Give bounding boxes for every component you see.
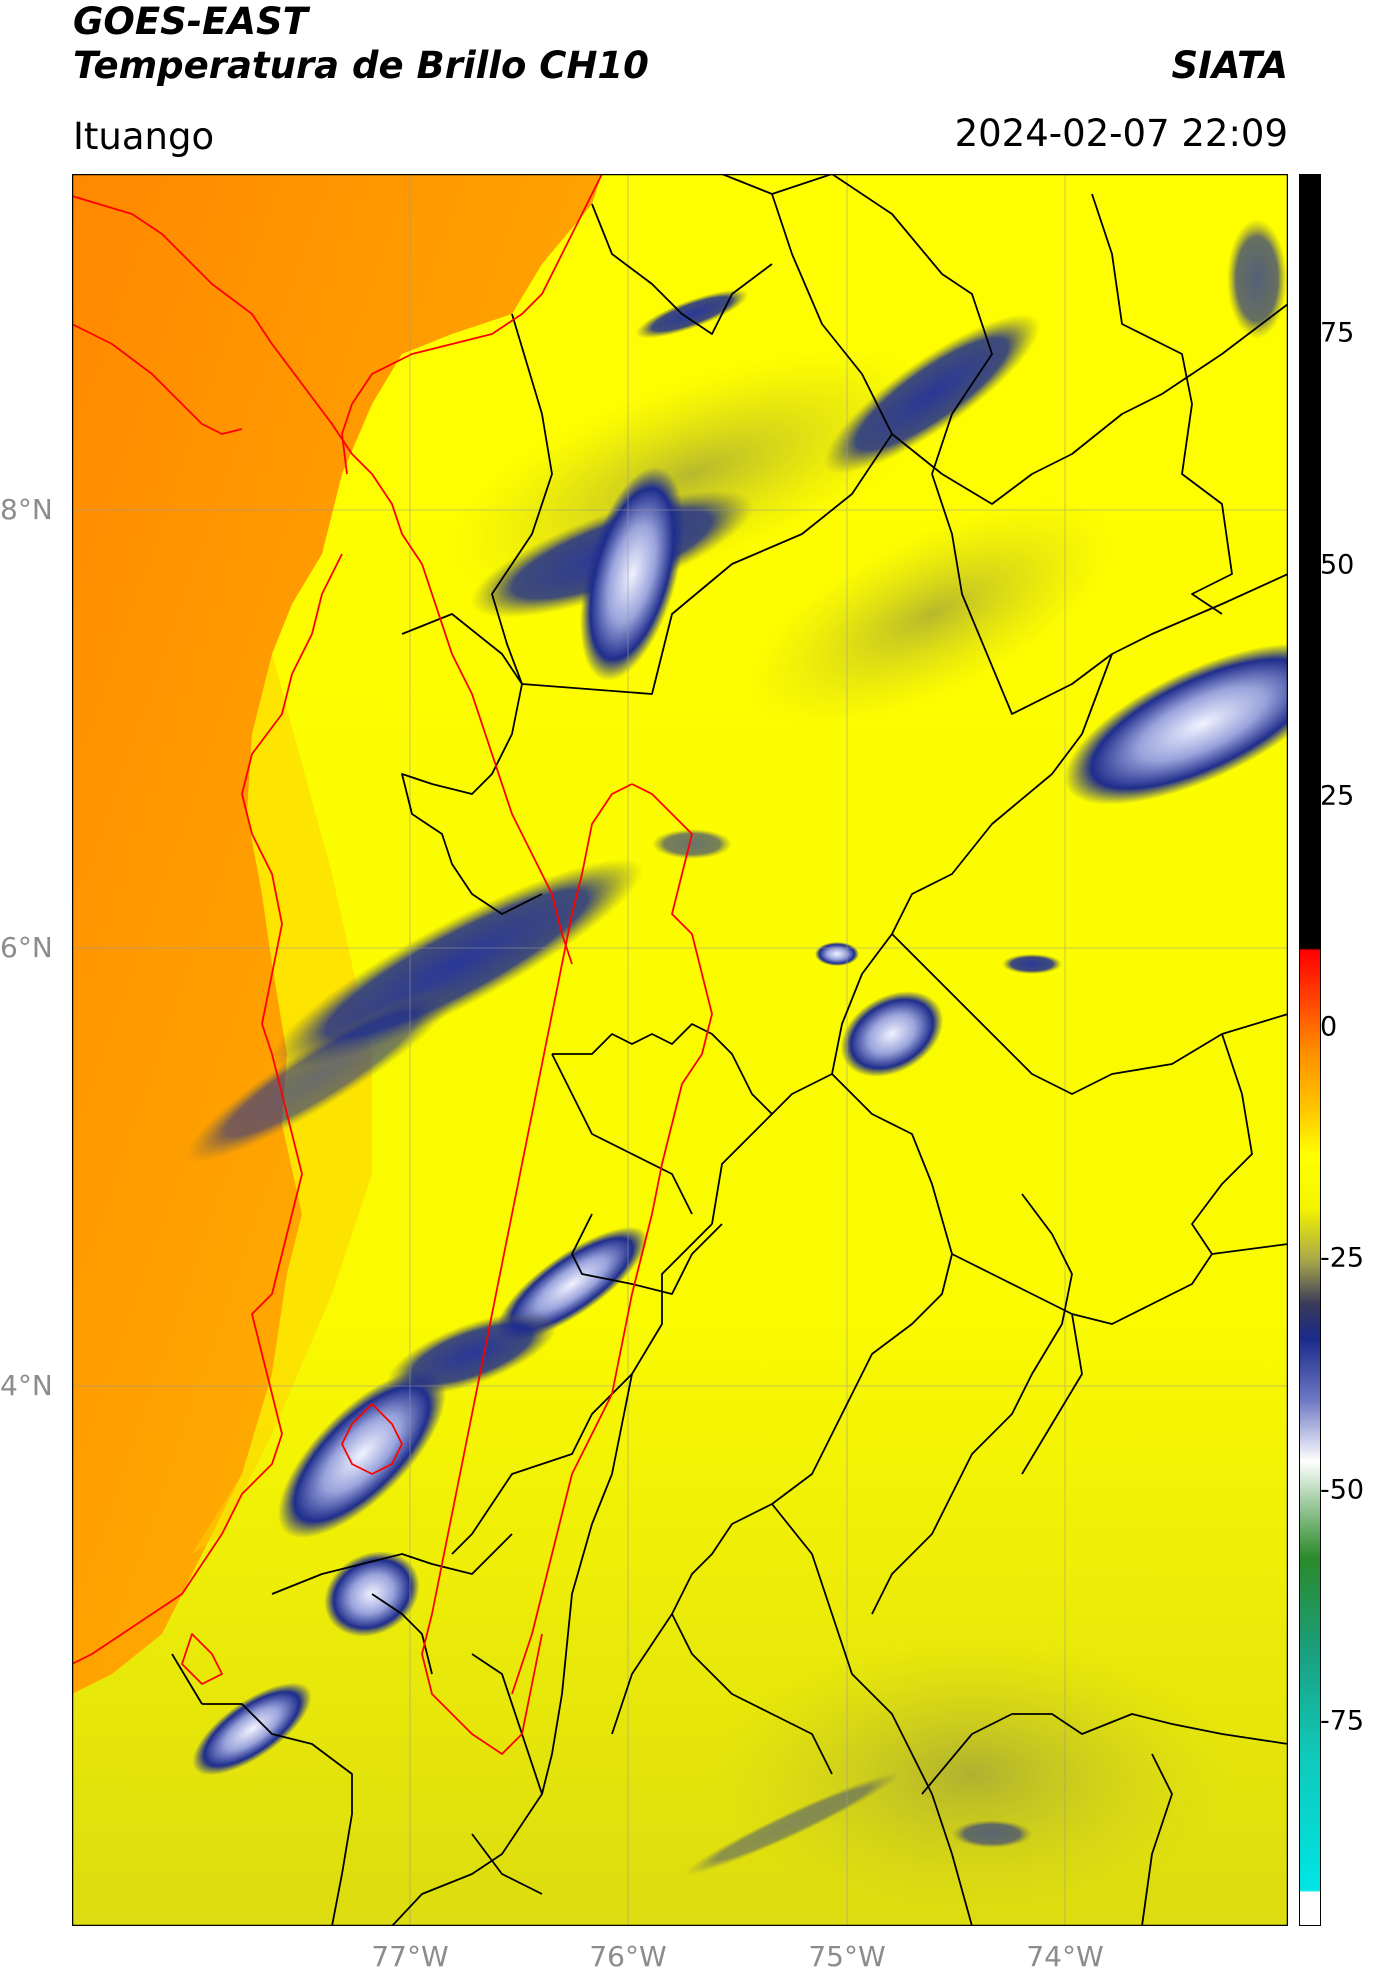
colorbar-fill [1299, 174, 1321, 1926]
coastline-boundaries [72, 174, 713, 1755]
lat-label-6n: 6°N [0, 931, 53, 964]
cloud-band [277, 1369, 447, 1539]
product-title: Temperatura de Brillo CH10 [73, 44, 649, 87]
cloud-band [840, 991, 944, 1077]
lat-label-8n: 8°N [0, 493, 53, 526]
colorbar [1299, 174, 1321, 1926]
cloud-systems [185, 219, 1288, 1876]
colorbar-label: 50 [1320, 549, 1355, 581]
cloud-band [652, 829, 732, 859]
cloud-band [635, 289, 749, 339]
cloud-band [185, 985, 459, 1163]
haze-region [747, 502, 1117, 726]
brightness-temperature-map [72, 174, 1288, 1926]
colorbar-label: -25 [1320, 1242, 1365, 1274]
cloud-band [683, 1772, 901, 1876]
cloud-band [952, 1820, 1032, 1848]
colorbar-label: 0 [1320, 1011, 1338, 1043]
colorbar-label: -50 [1320, 1474, 1365, 1506]
colorbar-label: 25 [1320, 780, 1355, 812]
location-label: Ituango [73, 115, 215, 158]
institution-label: SIATA [1171, 44, 1288, 87]
datetime-label: 2024-02-07 22:09 [954, 112, 1288, 155]
cloud-band [1064, 643, 1288, 805]
cloud-band [580, 467, 684, 681]
lon-label-77w: 77°W [371, 1940, 449, 1973]
cloud-band [823, 314, 1041, 474]
lon-label-76w: 76°W [589, 1940, 667, 1973]
lon-label-74w: 74°W [1026, 1940, 1104, 1973]
colorbar-label: -75 [1320, 1705, 1365, 1737]
colorbar-label: 75 [1320, 317, 1355, 349]
cloud-band [815, 942, 859, 966]
satellite-title: GOES-EAST [73, 0, 308, 43]
admin-boundaries [171, 174, 1288, 1926]
lat-label-4n: 4°N [0, 1369, 53, 1402]
coastal-warm-band [192, 654, 372, 1554]
cloud-band [1002, 954, 1062, 974]
cloud-band [1227, 219, 1287, 339]
cloud-band [192, 1682, 312, 1776]
ocean-area [72, 174, 602, 1694]
map-frame [72, 174, 1288, 1926]
haze-region [712, 1634, 1232, 1914]
map-gridlines [72, 174, 1288, 1926]
lon-label-75w: 75°W [808, 1940, 886, 1973]
